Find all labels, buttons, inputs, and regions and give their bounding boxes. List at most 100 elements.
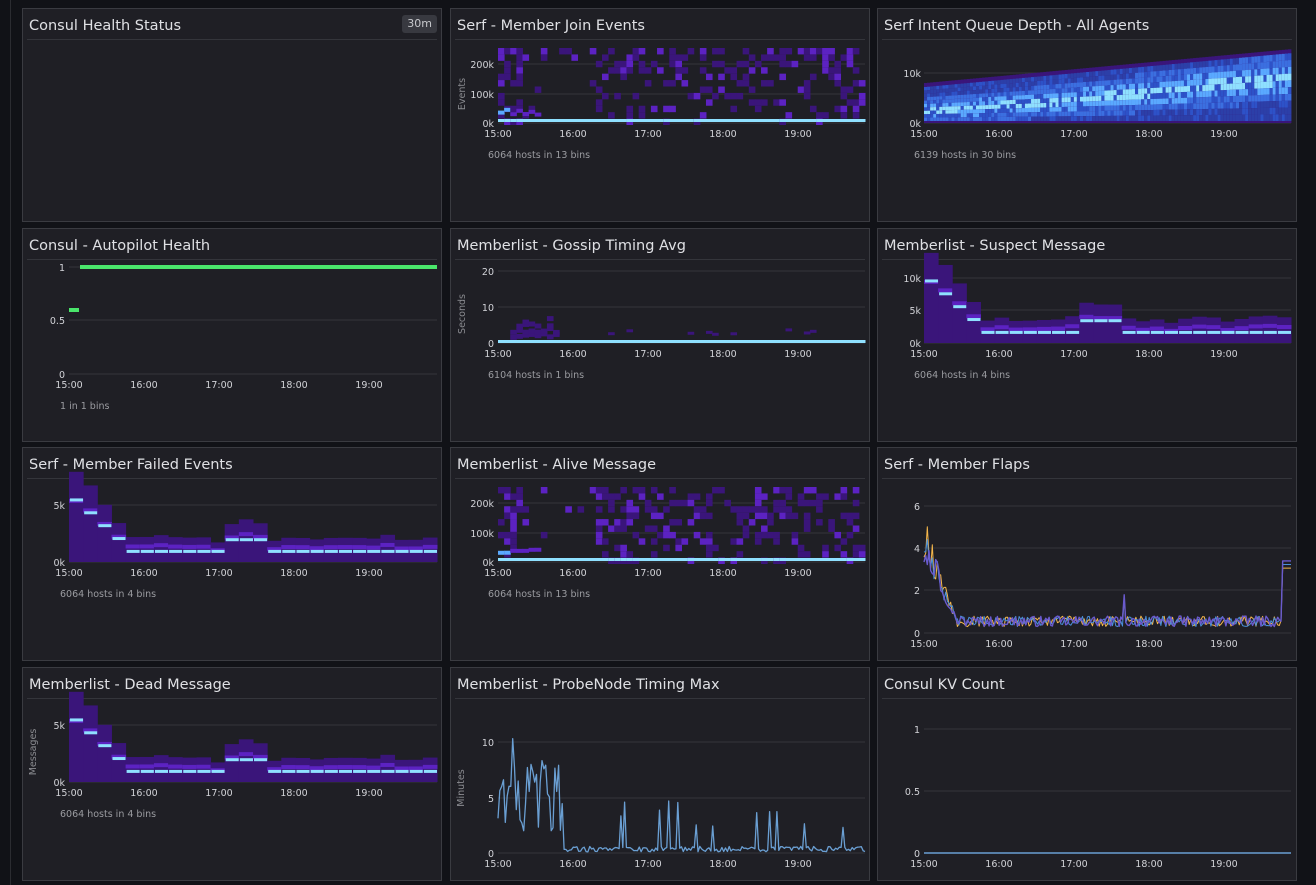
heat-cell xyxy=(985,101,989,106)
heat-cell xyxy=(957,109,962,114)
heat-cell xyxy=(1067,102,1072,107)
panel-serf-member-join-events[interactable]: Serf - Member Join Events 200k 100k 0k E… xyxy=(450,8,870,222)
heat-cell xyxy=(754,60,762,68)
panel-consul-autopilot-health[interactable]: Consul - Autopilot Health 1 0.5 0 15:00 … xyxy=(22,228,442,442)
panel-memberlist-gossip-timing-avg[interactable]: Memberlist - Gossip Timing Avg 20 10 0 S… xyxy=(450,228,870,442)
panel-title[interactable]: Consul KV Count xyxy=(884,677,1005,693)
heat-cell xyxy=(718,48,725,55)
heat-cell xyxy=(846,531,854,539)
panel-serf-member-failed-events[interactable]: Serf - Member Failed Events 5k 0k 15:00 … xyxy=(22,447,442,661)
heat-cell xyxy=(858,92,866,100)
heat-cell xyxy=(534,86,542,93)
heat-cell xyxy=(969,82,974,87)
heat-cell xyxy=(797,86,805,93)
heat-top-bin xyxy=(803,119,811,122)
heat-cell xyxy=(1269,61,1274,69)
panel-title[interactable]: Consul Health Status xyxy=(29,18,181,34)
heat-cell xyxy=(510,519,517,526)
panel-consul-kv-count[interactable]: Consul KV Count 1 0.5 0 15:00 16:00 17:0… xyxy=(877,667,1297,881)
heat-cell xyxy=(626,112,634,119)
heat-cell xyxy=(380,534,396,562)
heat-top-bin xyxy=(852,340,860,343)
heat-cell xyxy=(1275,94,1280,102)
heat-cell xyxy=(969,105,974,110)
heat-cell xyxy=(510,525,517,532)
heat-cell xyxy=(1135,94,1139,100)
heat-cell xyxy=(936,85,940,90)
heat-cell xyxy=(736,519,744,526)
heat-top-bin xyxy=(571,119,579,122)
x-tick-label: 16:00 xyxy=(559,859,586,870)
y-axis-label: Seconds xyxy=(457,294,468,334)
heat-top-bin xyxy=(797,558,805,561)
panel-title[interactable]: Memberlist - Gossip Timing Avg xyxy=(457,238,686,254)
panel-title[interactable]: Memberlist - ProbeNode Timing Max xyxy=(457,677,720,693)
heat-cell xyxy=(1159,104,1163,110)
heat-cell xyxy=(1003,96,1007,101)
panel-title[interactable]: Serf - Member Failed Events xyxy=(29,457,233,473)
panel-title[interactable]: Serf - Member Join Events xyxy=(457,18,645,34)
heat-cell xyxy=(1138,115,1142,121)
panel-memberlist-probenode-timing-max[interactable]: Memberlist - ProbeNode Timing Max 10 5 0… xyxy=(450,667,870,881)
heat-cell xyxy=(809,73,817,81)
heat-cell xyxy=(1104,80,1108,86)
heat-cell xyxy=(1128,78,1133,84)
heat-cell xyxy=(1193,67,1197,74)
heat-cell xyxy=(1168,92,1173,99)
heat-cell xyxy=(644,80,652,87)
title-divider xyxy=(882,478,1292,479)
heat-top-bin xyxy=(816,119,823,122)
heat-cell xyxy=(1180,68,1185,75)
heat-cell xyxy=(620,544,627,552)
panel-title[interactable]: Memberlist - Suspect Message xyxy=(884,238,1106,254)
panel-serf-intent-queue-depth[interactable]: Serf Intent Queue Depth - All Agents 10k… xyxy=(877,8,1297,222)
panel-title[interactable]: Memberlist - Dead Message xyxy=(29,677,231,693)
heat-cell xyxy=(972,113,977,118)
heat-cell xyxy=(1046,102,1050,108)
heat-cell xyxy=(828,48,835,55)
panel-title[interactable]: Memberlist - Alive Message xyxy=(457,457,657,473)
heat-cell xyxy=(1089,81,1093,87)
heat-cell xyxy=(945,117,949,121)
panel-consul-health-status[interactable]: Consul Health Status 30m xyxy=(22,8,442,222)
heat-cell xyxy=(1092,96,1096,102)
heat-cell xyxy=(1037,80,1041,86)
heat-top-bin xyxy=(310,769,324,773)
heat-cell xyxy=(840,487,848,494)
panel-title[interactable]: Serf Intent Queue Depth - All Agents xyxy=(884,18,1150,34)
heat-cell xyxy=(767,512,774,520)
heat-cell xyxy=(97,504,112,562)
panel-title[interactable]: Consul - Autopilot Health xyxy=(29,238,211,254)
heat-cell xyxy=(504,493,511,500)
x-tick-label: 16:00 xyxy=(985,349,1012,360)
heat-cell xyxy=(620,487,627,494)
heat-cell xyxy=(281,757,296,782)
heat-cell xyxy=(1205,108,1209,115)
heat-cell xyxy=(985,81,989,86)
y-tick-label: 100k xyxy=(470,90,494,101)
panel-serf-member-flaps[interactable]: Serf - Member Flaps 6 4 2 0 15:00 16:00 … xyxy=(877,447,1297,661)
panel-memberlist-alive-message[interactable]: Memberlist - Alive Message 200k 100k 0k … xyxy=(450,447,870,661)
heat-cell xyxy=(510,506,517,513)
heat-cell xyxy=(1214,108,1218,115)
heat-cell xyxy=(1040,98,1044,104)
heat-cell xyxy=(924,117,928,121)
title-divider xyxy=(27,39,437,40)
heat-cell xyxy=(1263,88,1267,95)
panel-memberlist-dead-message[interactable]: Memberlist - Dead Message 5k 0k Messages… xyxy=(22,667,442,881)
heat-cell xyxy=(1263,81,1267,89)
heat-top-bin xyxy=(822,340,829,343)
heat-cell xyxy=(1043,80,1047,85)
heat-cell xyxy=(1125,84,1130,90)
heat-top-bin xyxy=(528,340,536,343)
heat-cell xyxy=(1278,114,1283,121)
heat-top-bin xyxy=(644,340,652,343)
heat-cell xyxy=(1104,95,1108,101)
heat-cell xyxy=(1254,108,1258,115)
heat-cell xyxy=(730,105,738,113)
heat-cell xyxy=(516,327,523,333)
heat-cell xyxy=(957,113,962,118)
panel-memberlist-suspect-message[interactable]: Memberlist - Suspect Message 10k 5k 0k 1… xyxy=(877,228,1297,442)
heat-cell xyxy=(1003,108,1007,113)
panel-title[interactable]: Serf - Member Flaps xyxy=(884,457,1030,473)
